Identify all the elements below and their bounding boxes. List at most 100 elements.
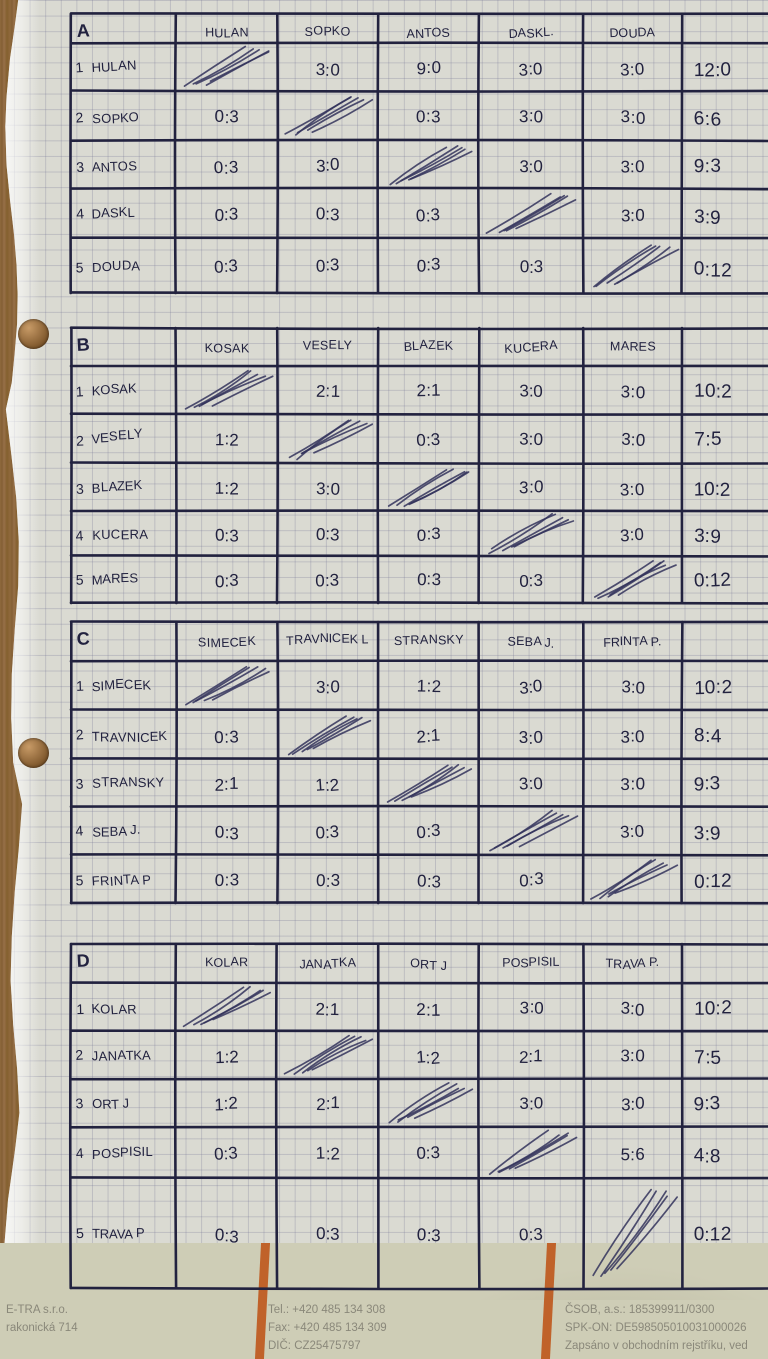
svg-text:HULAN: HULAN bbox=[91, 57, 137, 75]
svg-text:0:3: 0:3 bbox=[213, 157, 238, 178]
svg-text:1: 1 bbox=[76, 678, 84, 694]
svg-text:FRINTA P: FRINTA P bbox=[91, 870, 151, 891]
svg-text:0:3: 0:3 bbox=[417, 255, 441, 276]
svg-text:3: 3 bbox=[75, 775, 84, 792]
svg-text:4: 4 bbox=[75, 527, 84, 543]
svg-text:0:12: 0:12 bbox=[694, 1224, 732, 1246]
svg-text:0:3: 0:3 bbox=[416, 106, 441, 126]
svg-text:3:0: 3:0 bbox=[519, 997, 543, 1018]
svg-text:4:8: 4:8 bbox=[694, 1145, 721, 1167]
svg-text:2:1: 2:1 bbox=[215, 774, 239, 795]
svg-text:3:0: 3:0 bbox=[619, 525, 644, 546]
svg-text:9:3: 9:3 bbox=[694, 773, 721, 795]
svg-text:ANTOS: ANTOS bbox=[92, 157, 138, 175]
svg-text:1:2: 1:2 bbox=[416, 1046, 441, 1069]
svg-text:3:0: 3:0 bbox=[519, 1094, 543, 1114]
svg-text:0:3: 0:3 bbox=[215, 525, 239, 546]
svg-text:DASKL: DASKL bbox=[91, 204, 135, 222]
svg-text:SEBA J.: SEBA J. bbox=[507, 634, 554, 651]
svg-text:3:0: 3:0 bbox=[519, 477, 544, 498]
svg-text:0:3: 0:3 bbox=[416, 430, 441, 450]
svg-text:VESELY: VESELY bbox=[303, 337, 353, 353]
svg-text:3:0: 3:0 bbox=[621, 107, 646, 128]
svg-text:POSPISIL: POSPISIL bbox=[92, 1143, 153, 1162]
svg-text:A: A bbox=[76, 20, 90, 41]
svg-text:0:3: 0:3 bbox=[215, 204, 239, 225]
svg-text:D: D bbox=[76, 950, 90, 971]
svg-text:0:3: 0:3 bbox=[315, 822, 339, 842]
svg-text:7:5: 7:5 bbox=[694, 429, 721, 451]
svg-text:0:3: 0:3 bbox=[415, 205, 440, 226]
svg-text:FRINTA P.: FRINTA P. bbox=[603, 633, 661, 650]
svg-text:3:0: 3:0 bbox=[316, 479, 340, 499]
svg-text:STRANSKY: STRANSKY bbox=[92, 772, 165, 793]
svg-text:2:1: 2:1 bbox=[416, 380, 440, 400]
svg-text:3:9: 3:9 bbox=[693, 823, 720, 846]
svg-text:2:1: 2:1 bbox=[416, 1000, 440, 1020]
svg-text:DOUDA: DOUDA bbox=[609, 24, 656, 41]
svg-text:0:3: 0:3 bbox=[316, 1224, 340, 1244]
svg-text:3:0: 3:0 bbox=[315, 60, 340, 80]
svg-text:0:3: 0:3 bbox=[215, 870, 240, 890]
svg-text:0:3: 0:3 bbox=[416, 1225, 441, 1245]
svg-text:3:0: 3:0 bbox=[621, 382, 646, 402]
svg-text:0:3: 0:3 bbox=[417, 569, 441, 590]
svg-text:5: 5 bbox=[75, 1225, 84, 1242]
svg-text:KOSAK: KOSAK bbox=[92, 380, 138, 398]
svg-text:1:2: 1:2 bbox=[215, 1047, 239, 1067]
svg-text:1:2: 1:2 bbox=[315, 774, 340, 796]
svg-text:SOPKO: SOPKO bbox=[304, 23, 350, 39]
svg-text:KOLAR: KOLAR bbox=[91, 998, 137, 1020]
svg-text:3:0: 3:0 bbox=[519, 728, 544, 749]
svg-text:9:3: 9:3 bbox=[694, 156, 721, 178]
svg-text:DOUDA: DOUDA bbox=[92, 257, 140, 275]
svg-text:3:0: 3:0 bbox=[621, 430, 646, 450]
svg-text:3:0: 3:0 bbox=[316, 677, 340, 697]
svg-text:3:0: 3:0 bbox=[620, 157, 644, 176]
svg-text:3:0: 3:0 bbox=[620, 821, 645, 842]
svg-text:HULAN: HULAN bbox=[205, 25, 249, 41]
svg-text:3:0: 3:0 bbox=[619, 479, 645, 500]
svg-text:0:3: 0:3 bbox=[520, 257, 544, 277]
svg-text:3:0: 3:0 bbox=[621, 677, 645, 697]
svg-text:MARES: MARES bbox=[92, 570, 139, 588]
svg-text:MARES: MARES bbox=[610, 339, 656, 354]
svg-text:B: B bbox=[76, 334, 90, 355]
svg-text:KOSAK: KOSAK bbox=[205, 340, 251, 356]
svg-text:3:0: 3:0 bbox=[620, 1046, 645, 1066]
svg-text:1:2: 1:2 bbox=[417, 676, 442, 696]
svg-text:0:3: 0:3 bbox=[316, 870, 341, 891]
svg-text:JANATKA: JANATKA bbox=[91, 1046, 151, 1065]
svg-text:C: C bbox=[76, 628, 90, 649]
svg-text:0:12: 0:12 bbox=[694, 870, 732, 893]
svg-text:0:3: 0:3 bbox=[215, 822, 239, 843]
svg-text:7:5: 7:5 bbox=[694, 1046, 721, 1069]
svg-text:3:9: 3:9 bbox=[694, 207, 721, 229]
svg-text:VESELY: VESELY bbox=[91, 425, 143, 446]
svg-text:4: 4 bbox=[76, 205, 85, 221]
svg-text:1:2: 1:2 bbox=[215, 479, 239, 499]
svg-text:2:1: 2:1 bbox=[416, 726, 441, 747]
svg-text:0:12: 0:12 bbox=[694, 258, 732, 281]
svg-text:ANTOS: ANTOS bbox=[406, 25, 450, 42]
svg-text:3:0: 3:0 bbox=[316, 155, 340, 176]
svg-text:0:3: 0:3 bbox=[416, 1143, 440, 1163]
svg-text:KUCERA: KUCERA bbox=[92, 526, 148, 543]
svg-text:3:0: 3:0 bbox=[519, 106, 544, 127]
svg-text:10:2: 10:2 bbox=[693, 479, 730, 502]
svg-text:STRANSKY: STRANSKY bbox=[394, 632, 465, 649]
svg-text:3:0: 3:0 bbox=[621, 1094, 645, 1115]
svg-text:3:0: 3:0 bbox=[519, 381, 543, 402]
svg-text:0:3: 0:3 bbox=[519, 571, 543, 591]
svg-text:8:4: 8:4 bbox=[694, 725, 722, 748]
svg-text:BLAZEK: BLAZEK bbox=[91, 477, 143, 496]
svg-text:0:3: 0:3 bbox=[417, 524, 441, 545]
svg-text:2:1: 2:1 bbox=[316, 381, 341, 401]
svg-text:SIMECEK: SIMECEK bbox=[91, 675, 151, 694]
svg-text:10:2: 10:2 bbox=[694, 380, 732, 403]
svg-text:3:0: 3:0 bbox=[620, 999, 644, 1020]
svg-text:ORT J: ORT J bbox=[92, 1094, 130, 1113]
svg-text:3: 3 bbox=[76, 159, 85, 176]
svg-text:2:1: 2:1 bbox=[316, 1093, 340, 1115]
svg-text:BLAZEK: BLAZEK bbox=[403, 336, 454, 355]
